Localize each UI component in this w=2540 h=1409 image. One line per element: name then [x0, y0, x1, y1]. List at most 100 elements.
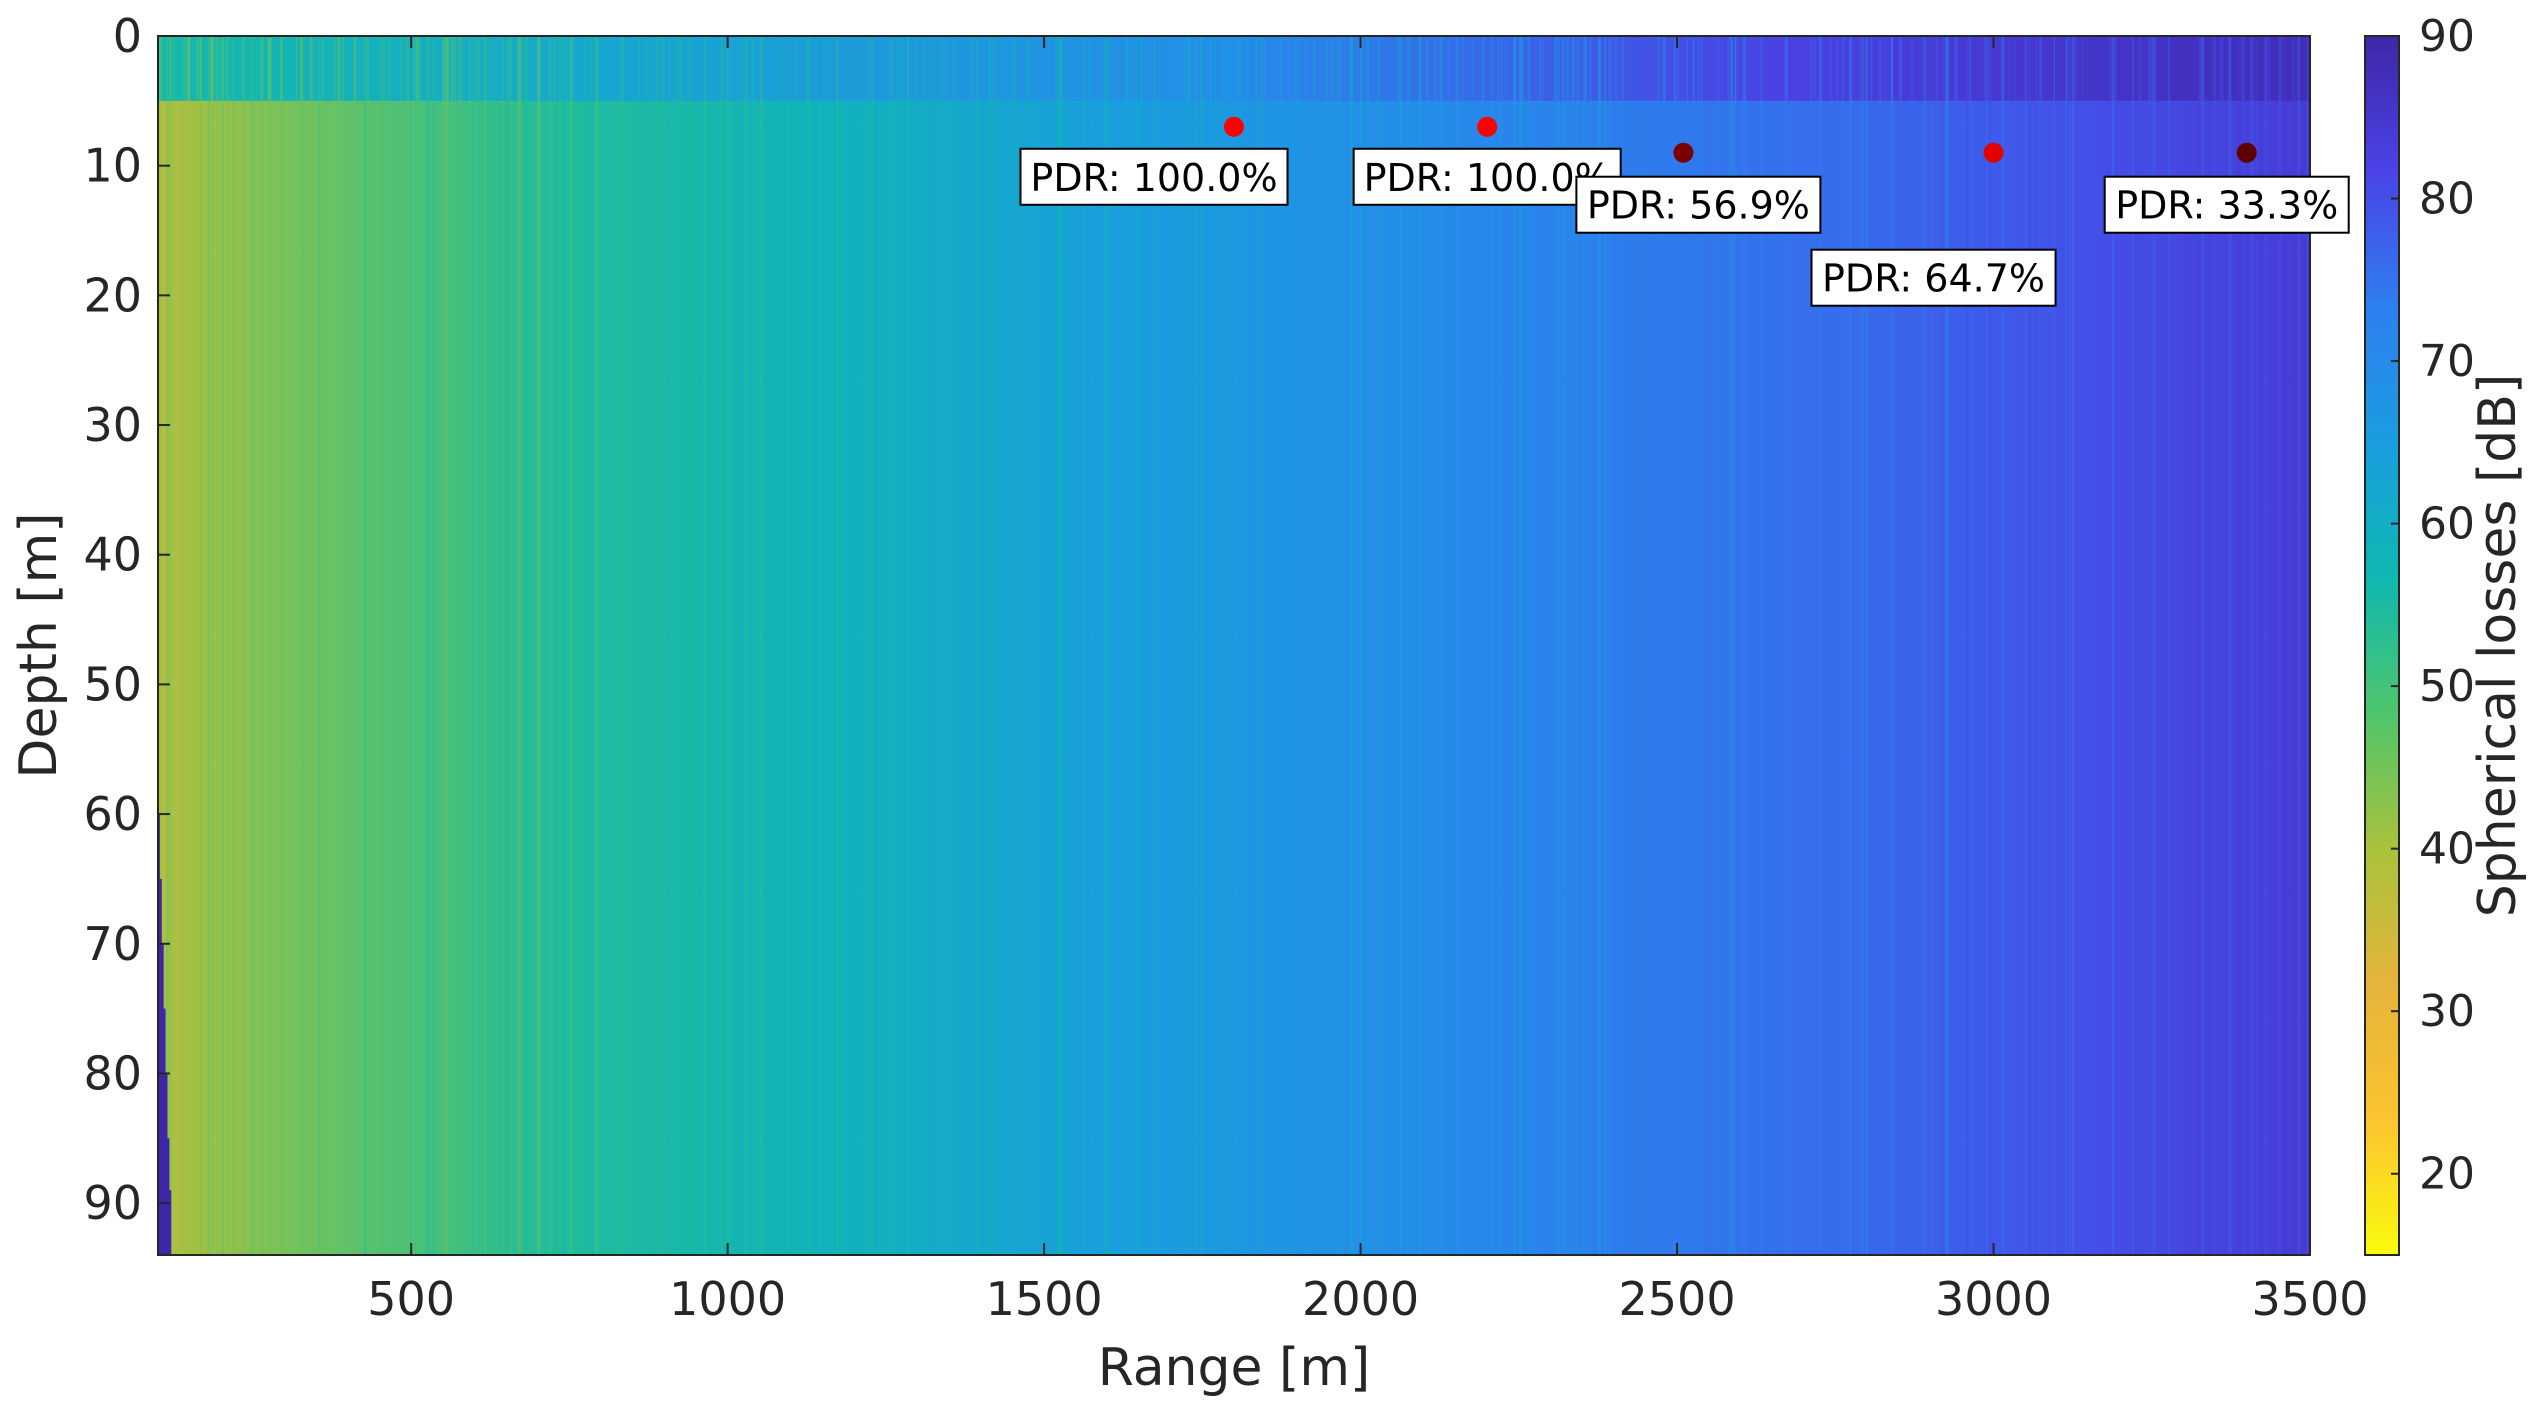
texture-streak: [1539, 36, 1541, 1255]
texture-streak: [1338, 36, 1341, 1255]
colorbar-tick-label: 80: [2419, 174, 2475, 225]
texture-streak: [188, 36, 191, 1255]
texture-streak: [1335, 36, 1337, 1255]
texture-streak: [459, 36, 463, 1255]
texture-streak: [1172, 36, 1176, 1255]
texture-streak: [671, 36, 674, 1255]
y-tick-label: 30: [83, 398, 142, 452]
texture-streak: [1810, 36, 1813, 1255]
texture-streak: [158, 36, 161, 1255]
colorbar-tick-label: 90: [2419, 11, 2475, 62]
texture-streak: [1885, 36, 1887, 1255]
texture-streak: [1859, 36, 1861, 1255]
colorbar-scale: [2364, 35, 2400, 1256]
texture-streak: [1786, 36, 1789, 1255]
texture-streak: [338, 36, 340, 1255]
texture-streak: [2292, 36, 2295, 1255]
texture-streak: [1055, 36, 1057, 1255]
y-axis: 0 10 20 30 40 50 60 70 80 90: [83, 9, 170, 1230]
pdr-label-box: [2103, 175, 2350, 234]
texture-streak: [1620, 36, 1625, 1255]
texture-streak: [431, 36, 435, 1255]
texture-streak: [1910, 36, 1914, 1255]
texture-streak: [413, 36, 415, 1255]
texture-streak: [324, 36, 326, 1255]
texture-streak: [2213, 36, 2216, 1255]
texture-streak: [2242, 36, 2246, 1255]
texture-streak: [1700, 36, 1703, 1255]
texture-streak: [468, 36, 471, 1255]
texture-streak: [723, 36, 725, 1255]
pdr-label: PDR: 64.7%: [1822, 257, 2045, 301]
texture-streak: [872, 36, 874, 1255]
texture-streak: [523, 36, 527, 1255]
texture-streak: [1512, 36, 1516, 1255]
texture-streak: [2008, 36, 2010, 1255]
texture-streak: [1455, 36, 1459, 1255]
texture-streak: [1304, 36, 1308, 1255]
texture-streak: [931, 36, 934, 1255]
texture-streak: [675, 36, 678, 1255]
texture-streak: [1200, 36, 1203, 1255]
texture-streak: [1213, 36, 1215, 1255]
texture-streak: [1228, 36, 1232, 1255]
colorbar-tick-label: 70: [2419, 336, 2475, 387]
texture-streak: [588, 36, 591, 1255]
texture-streak: [1263, 36, 1267, 1255]
texture-streak: [1360, 36, 1363, 1255]
texture-streak: [521, 36, 523, 1255]
texture-streak: [559, 36, 561, 1255]
texture-streak: [2114, 36, 2118, 1255]
texture-streak: [1730, 36, 1734, 1255]
texture-streak: [1181, 36, 1184, 1255]
pdr-marker: [1673, 142, 1694, 163]
texture-streak: [911, 36, 915, 1255]
texture-streak: [922, 36, 925, 1255]
texture-streak: [1029, 36, 1032, 1255]
pdr-marker: [1477, 116, 1498, 137]
texture-streak: [1462, 36, 1465, 1255]
texture-streak: [933, 36, 935, 1255]
y-tick-label: 10: [83, 139, 142, 193]
colorbar: 20 30 40 50 60 70 80 90 Spherical losses [dB]: [2364, 11, 2528, 1256]
texture-streak: [1830, 36, 1832, 1255]
texture-streak: [2219, 36, 2223, 1255]
texture-streak: [473, 36, 476, 1255]
texture-streak: [525, 36, 529, 1255]
texture-streak: [914, 36, 917, 1255]
colorbar-label: Spherical losses [dB]: [2468, 374, 2528, 918]
texture-streak: [703, 36, 705, 1255]
texture-streak: [281, 36, 283, 1255]
colorbar-tick-label: 40: [2419, 824, 2475, 875]
texture-streak: [744, 36, 748, 1255]
texture-streak: [660, 36, 663, 1255]
texture-streak: [1426, 36, 1429, 1255]
texture-streak: [309, 36, 311, 1255]
texture-streak: [1237, 36, 1241, 1255]
texture-streak: [2065, 36, 2068, 1255]
texture-streak: [2250, 36, 2252, 1255]
texture-streak: [311, 36, 313, 1255]
colorbar-ticks: 20 30 40 50 60 70 80 90: [2391, 11, 2475, 1200]
pdr-label-box: [1019, 147, 1289, 206]
texture-streak: [400, 36, 402, 1255]
texture-streak: [2241, 36, 2243, 1255]
texture-streak: [1697, 36, 1699, 1255]
texture-streak: [363, 36, 368, 1255]
texture-streak: [1439, 36, 1443, 1255]
texture-streak: [1408, 36, 1411, 1255]
texture-streak: [442, 36, 446, 1255]
texture-streak: [2278, 36, 2282, 1255]
texture-streak: [1105, 36, 1109, 1255]
texture-streak: [1966, 36, 1969, 1255]
texture-streak: [928, 36, 932, 1255]
texture-streak: [1572, 36, 1575, 1255]
texture-streak: [1294, 36, 1296, 1255]
texture-streak: [559, 36, 562, 1255]
texture-streak: [806, 36, 809, 1255]
texture-streak: [250, 36, 255, 1255]
texture-streak: [2221, 36, 2223, 1255]
texture-streak: [1129, 36, 1132, 1255]
texture-streak: [1491, 36, 1493, 1255]
texture-streak: [1014, 36, 1018, 1255]
